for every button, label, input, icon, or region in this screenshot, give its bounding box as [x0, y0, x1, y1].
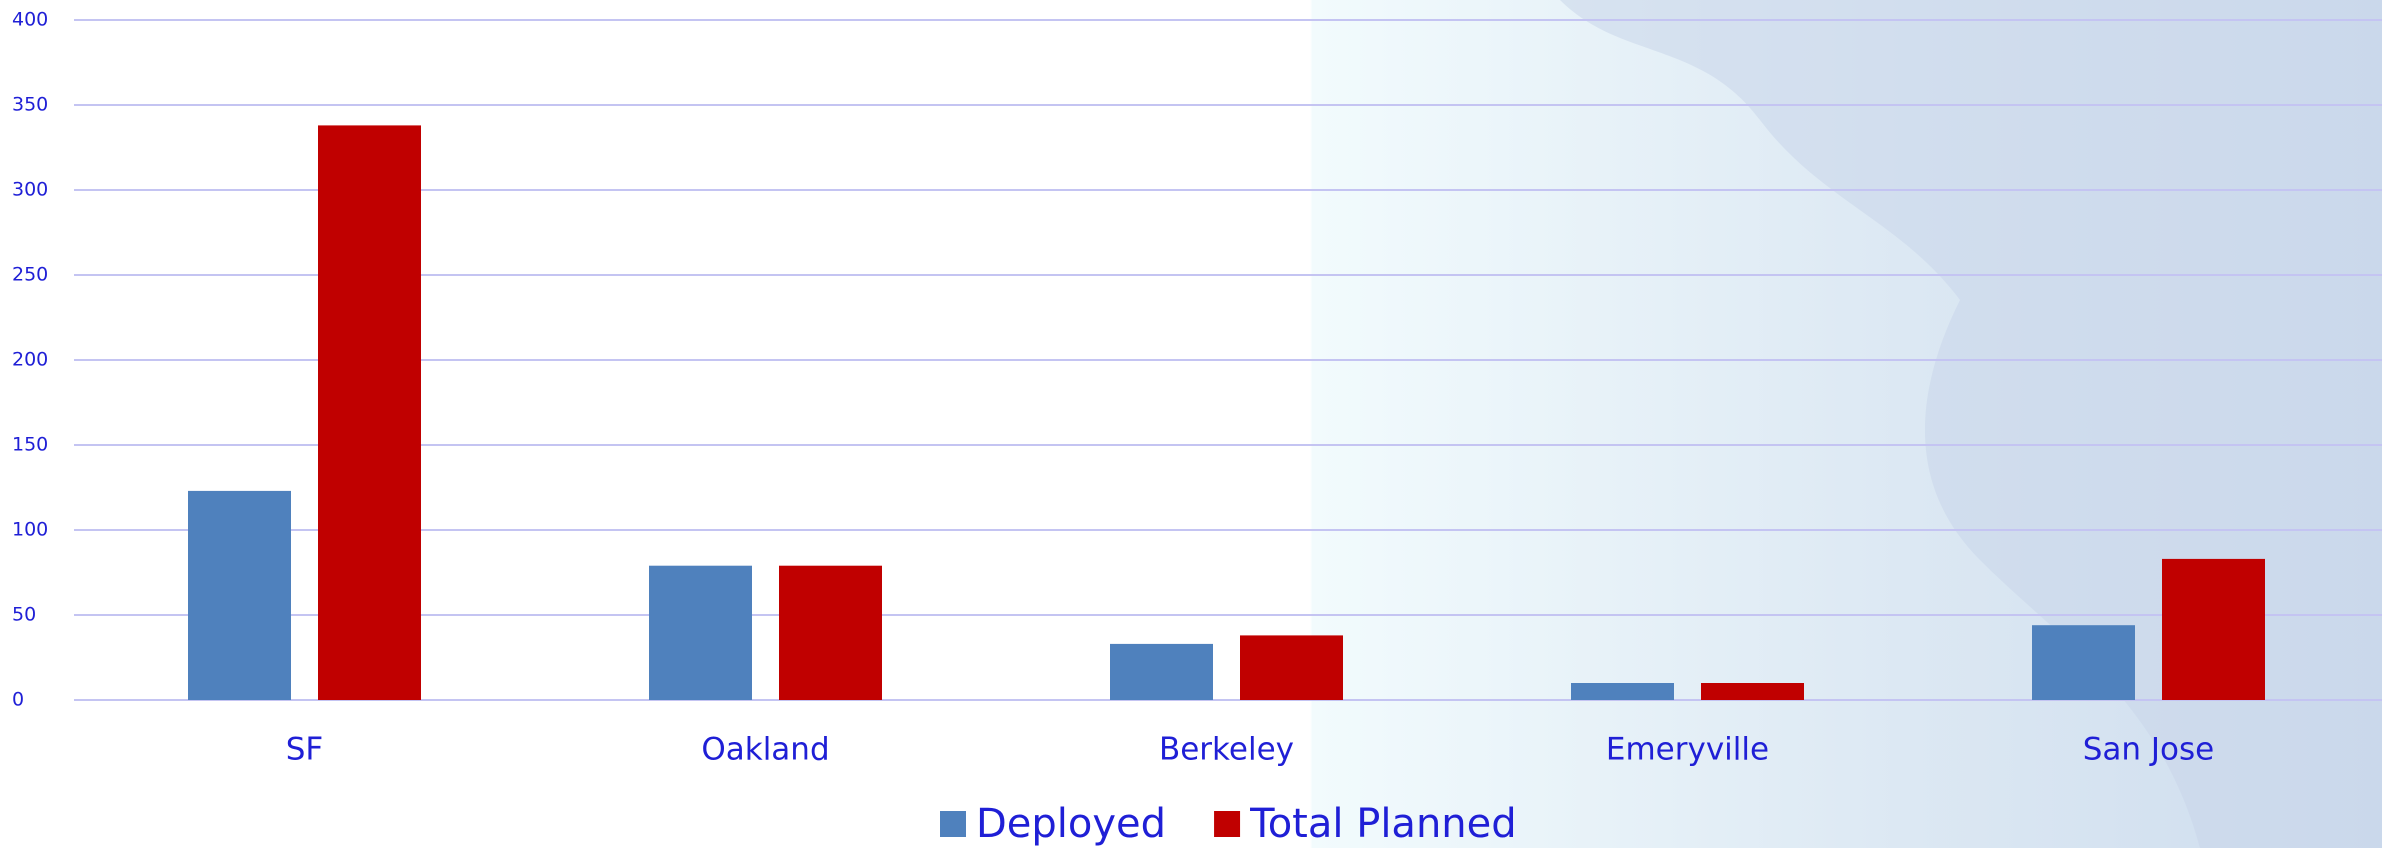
y-tick-label: 250	[12, 264, 48, 286]
y-tick-label: 350	[12, 94, 48, 116]
y-tick-label: 150	[12, 434, 48, 456]
bar	[1571, 683, 1674, 700]
bar	[1110, 644, 1213, 700]
legend-swatch	[940, 811, 966, 837]
x-tick-label: San Jose	[2083, 732, 2215, 768]
x-tick-label: Oakland	[701, 732, 829, 768]
y-tick-label: 0	[12, 689, 24, 711]
bar	[318, 125, 421, 700]
x-tick-label: SF	[286, 732, 324, 768]
legend-label: Total Planned	[1249, 801, 1517, 847]
bar	[1240, 635, 1343, 700]
y-tick-label: 50	[12, 604, 36, 626]
x-tick-label: Emeryville	[1606, 732, 1769, 768]
chart: 0 50 100 150 200 250 300 350 400 SF Oakland Berkele…	[0, 0, 2382, 848]
bar	[188, 491, 291, 700]
y-tick-label: 300	[12, 179, 48, 201]
y-tick-label: 400	[12, 9, 48, 31]
page: {"chart_data": {"type": "bar", "categori…	[0, 0, 2382, 848]
legend-label: Deployed	[976, 801, 1166, 847]
y-tick-label: 200	[12, 349, 48, 371]
x-tick-label: Berkeley	[1159, 732, 1294, 768]
bar	[2032, 625, 2135, 700]
y-tick-label: 100	[12, 519, 48, 541]
bar	[649, 566, 752, 700]
bar	[779, 566, 882, 700]
legend-swatch	[1214, 811, 1240, 837]
bar	[1701, 683, 1804, 700]
bar	[2162, 559, 2265, 700]
